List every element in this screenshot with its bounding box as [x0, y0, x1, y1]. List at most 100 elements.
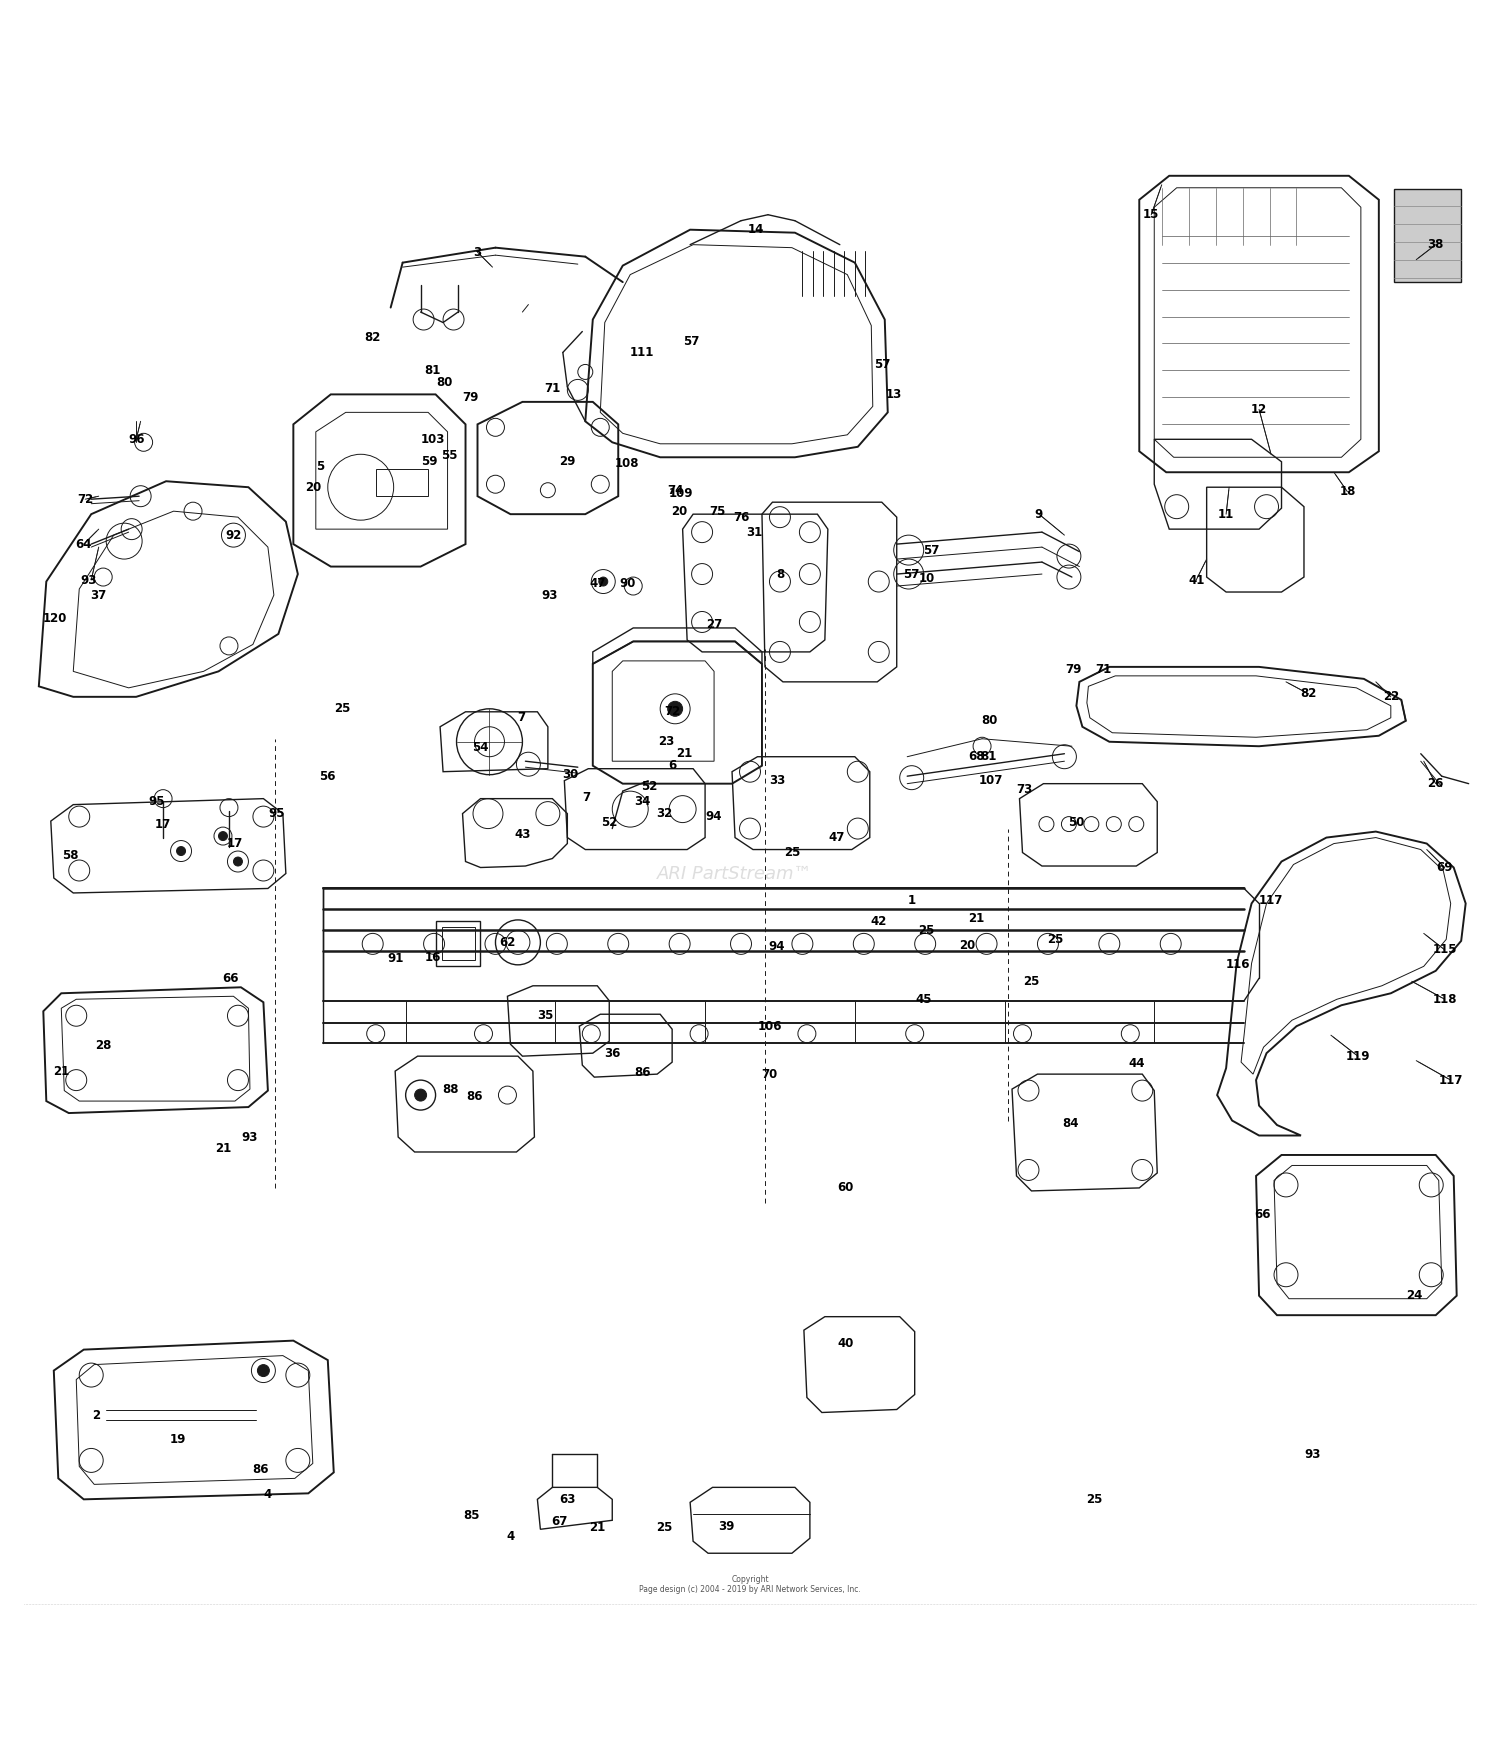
- Text: 75: 75: [710, 505, 724, 517]
- Circle shape: [258, 1364, 270, 1377]
- Text: 42: 42: [870, 915, 886, 928]
- Text: 120: 120: [44, 613, 68, 625]
- Text: 82: 82: [1300, 687, 1317, 701]
- Text: 34: 34: [634, 795, 651, 809]
- Text: 5: 5: [316, 459, 324, 473]
- Text: 62: 62: [500, 936, 516, 949]
- Text: 57: 57: [903, 568, 920, 580]
- Text: 80: 80: [981, 715, 998, 727]
- Circle shape: [219, 832, 228, 840]
- Text: 20: 20: [958, 938, 975, 952]
- Text: 90: 90: [620, 577, 636, 589]
- Text: 107: 107: [980, 774, 1004, 788]
- Text: 25: 25: [1086, 1494, 1102, 1506]
- Text: 20: 20: [672, 505, 688, 517]
- Text: 94: 94: [768, 940, 784, 954]
- Text: 21: 21: [214, 1143, 231, 1155]
- Circle shape: [668, 701, 682, 716]
- Text: 24: 24: [1407, 1289, 1424, 1302]
- Text: 52: 52: [602, 816, 618, 830]
- Text: 16: 16: [424, 950, 441, 964]
- Text: 13: 13: [885, 388, 902, 400]
- Text: 73: 73: [1016, 783, 1032, 797]
- Text: 85: 85: [464, 1509, 480, 1522]
- Text: 79: 79: [1065, 664, 1082, 676]
- Circle shape: [414, 1088, 426, 1101]
- Text: 76: 76: [734, 510, 748, 524]
- Bar: [375, 470, 427, 496]
- Text: 33: 33: [770, 774, 784, 788]
- Text: 17: 17: [226, 837, 243, 851]
- Text: 8: 8: [776, 568, 784, 580]
- Text: 55: 55: [441, 449, 458, 463]
- Text: 118: 118: [1432, 992, 1456, 1006]
- Text: 66: 66: [1254, 1209, 1270, 1221]
- Text: 18: 18: [1340, 486, 1356, 498]
- Text: 69: 69: [1437, 861, 1454, 874]
- Text: 28: 28: [94, 1039, 111, 1052]
- Text: 94: 94: [706, 811, 723, 823]
- Text: 25: 25: [1023, 975, 1040, 987]
- Text: 80: 80: [436, 376, 453, 390]
- Text: 91: 91: [387, 952, 404, 966]
- Text: 30: 30: [562, 769, 579, 781]
- Text: 4: 4: [264, 1488, 272, 1501]
- Text: 21: 21: [53, 1064, 69, 1078]
- Text: 23: 23: [658, 735, 675, 748]
- Text: 56: 56: [320, 770, 336, 783]
- Text: 84: 84: [1062, 1116, 1078, 1130]
- Text: 11: 11: [1218, 508, 1234, 521]
- Text: 92: 92: [225, 529, 242, 542]
- Text: 47: 47: [590, 577, 606, 589]
- Text: 39: 39: [718, 1520, 734, 1532]
- Bar: [435, 921, 480, 966]
- Text: Copyright
Page design (c) 2004 - 2019 by ARI Network Services, Inc.: Copyright Page design (c) 2004 - 2019 by…: [639, 1576, 861, 1595]
- Text: 31: 31: [747, 526, 762, 538]
- Text: 93: 93: [242, 1130, 258, 1144]
- Text: 15: 15: [1143, 208, 1160, 222]
- Text: 60: 60: [837, 1181, 854, 1195]
- Text: 72: 72: [76, 493, 93, 505]
- Text: 6: 6: [668, 760, 676, 772]
- Text: 103: 103: [420, 433, 446, 445]
- Text: 68: 68: [968, 749, 984, 763]
- Text: 7: 7: [582, 791, 591, 804]
- Text: 27: 27: [706, 618, 722, 631]
- Text: 29: 29: [560, 456, 576, 468]
- Text: 115: 115: [1432, 943, 1456, 956]
- Text: 50: 50: [1068, 816, 1084, 830]
- Text: 106: 106: [758, 1020, 782, 1032]
- Text: 10: 10: [918, 571, 934, 585]
- Text: 116: 116: [1226, 959, 1251, 971]
- Bar: [441, 928, 474, 961]
- Text: 57: 57: [873, 358, 889, 370]
- Text: 43: 43: [514, 828, 531, 840]
- Text: 67: 67: [552, 1515, 568, 1529]
- Text: 25: 25: [657, 1522, 674, 1534]
- Text: 25: 25: [334, 702, 351, 715]
- Circle shape: [234, 858, 243, 867]
- Text: 81: 81: [980, 749, 996, 763]
- Text: 93: 93: [80, 573, 96, 587]
- Text: 82: 82: [364, 330, 381, 344]
- Text: 81: 81: [424, 363, 441, 377]
- Text: 44: 44: [1128, 1057, 1144, 1071]
- Text: 21: 21: [676, 748, 692, 760]
- Text: 26: 26: [1428, 777, 1444, 790]
- Text: 109: 109: [669, 487, 693, 500]
- Text: 96: 96: [128, 433, 144, 445]
- Text: 54: 54: [472, 741, 489, 755]
- Text: 21: 21: [590, 1522, 606, 1534]
- Text: 57: 57: [922, 543, 939, 557]
- Text: 64: 64: [75, 538, 92, 550]
- Text: 3: 3: [474, 246, 482, 259]
- Text: 59: 59: [422, 456, 438, 468]
- Text: 9: 9: [1035, 508, 1042, 521]
- Text: 25: 25: [1047, 933, 1064, 945]
- Text: 14: 14: [748, 224, 764, 236]
- Text: 22: 22: [1383, 690, 1400, 704]
- Circle shape: [177, 847, 186, 856]
- Text: 45: 45: [915, 992, 932, 1006]
- Text: 71: 71: [544, 383, 561, 395]
- Text: 40: 40: [837, 1336, 854, 1350]
